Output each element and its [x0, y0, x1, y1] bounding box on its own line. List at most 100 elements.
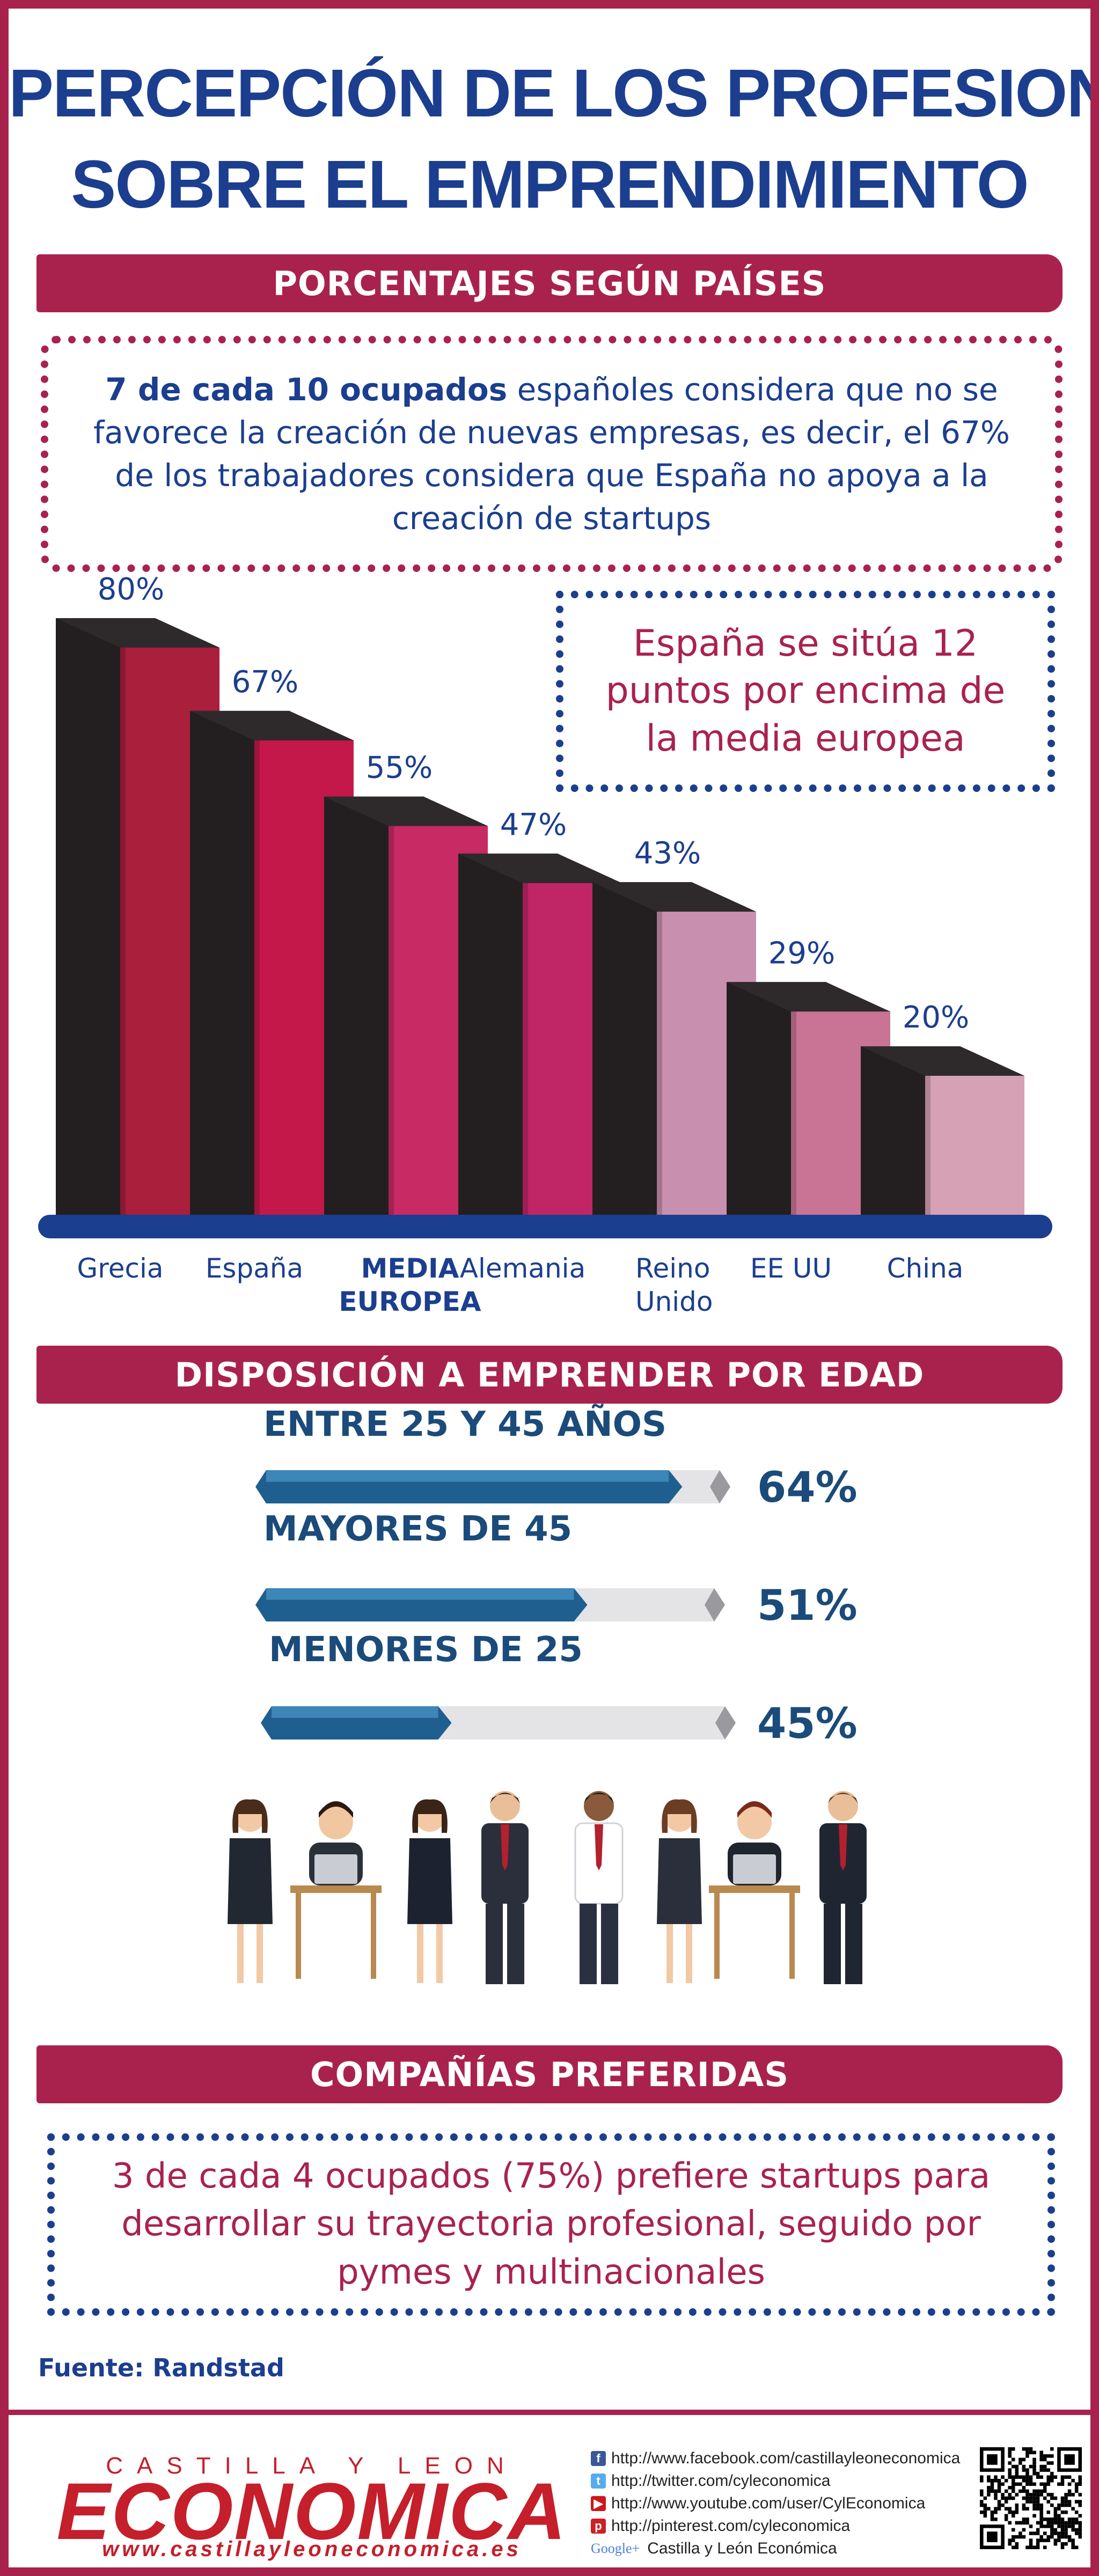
bar-top-0 — [56, 618, 219, 648]
qr-finder-inner-1 — [1064, 2454, 1075, 2465]
qr-module — [1078, 2514, 1082, 2518]
qr-module — [1032, 2531, 1036, 2535]
qr-module — [1036, 2521, 1040, 2525]
social-link-3[interactable]: p http://pinterest.com/cyleconomica — [591, 2515, 966, 2537]
qr-module — [994, 2493, 998, 2497]
qr-module — [1053, 2514, 1058, 2518]
social-link-1[interactable]: t http://twitter.com/cyleconomica — [591, 2470, 966, 2492]
bar-top-6 — [861, 1046, 1024, 1076]
qr-module — [1022, 2468, 1026, 2472]
qr-module — [1019, 2461, 1022, 2465]
qr-module — [1039, 2468, 1043, 2472]
qr-module — [1032, 2500, 1036, 2504]
qr-module — [1036, 2471, 1040, 2476]
qr-module — [1036, 2503, 1040, 2507]
social-link-0[interactable]: f http://www.facebook.com/castillayleonec… — [591, 2447, 966, 2470]
qr-module — [1029, 2482, 1033, 2486]
social-links: f http://www.facebook.com/castillayleonec… — [591, 2447, 966, 2560]
qr-module — [1064, 2542, 1068, 2546]
qr-module — [1022, 2496, 1026, 2500]
qr-module — [1015, 2493, 1019, 2497]
qr-module — [1064, 2475, 1068, 2479]
qr-module — [994, 2518, 998, 2521]
qr-module — [1067, 2500, 1072, 2504]
bar-edge-4 — [657, 912, 662, 1219]
qr-module — [1057, 2538, 1061, 2542]
person-0-leg-left — [237, 1924, 244, 1983]
qr-module — [1008, 2542, 1012, 2546]
qr-module — [1019, 2475, 1022, 2479]
qr-module — [1043, 2486, 1047, 2490]
qr-module — [1046, 2524, 1051, 2528]
qr-module — [980, 2503, 984, 2507]
qr-module — [1046, 2538, 1051, 2542]
person-3-hair — [490, 1793, 520, 1803]
qr-module — [1050, 2528, 1054, 2532]
qr-module — [1032, 2489, 1036, 2493]
qr-module — [1036, 2493, 1040, 2497]
qr-module — [1029, 2524, 1033, 2528]
qr-module — [1064, 2528, 1068, 2532]
qr-module — [1050, 2535, 1054, 2539]
category-label-4-0: Reino — [635, 1253, 710, 1284]
bar-edge-1 — [254, 740, 260, 1219]
qr-module — [1071, 2521, 1075, 2525]
value-label-5: 29% — [768, 936, 835, 971]
qr-module — [990, 2482, 994, 2486]
qr-module — [994, 2489, 998, 2493]
age-banner: DISPOSICIÓN A EMPRENDER POR EDAD — [36, 1346, 1063, 1404]
qr-code[interactable] — [980, 2447, 1082, 2549]
qr-module — [1050, 2524, 1054, 2528]
qr-module — [1071, 2528, 1075, 2532]
qr-module — [1008, 2450, 1012, 2455]
qr-module — [987, 2493, 991, 2497]
social-link-2[interactable]: ▶ http://www.youtube.com/user/CylEconomic… — [591, 2492, 966, 2515]
qr-module — [1046, 2493, 1051, 2497]
qr-module — [1060, 2478, 1065, 2483]
logo-top-text: CASTILLA Y LEON — [106, 2453, 518, 2479]
person-5 — [657, 1799, 702, 1983]
qr-module — [1074, 2521, 1079, 2525]
qr-module — [1022, 2518, 1026, 2521]
qr-module — [997, 2503, 1001, 2507]
qr-module — [990, 2518, 994, 2521]
qr-module — [1015, 2468, 1019, 2472]
qr-module — [1039, 2450, 1043, 2455]
qr-module — [1074, 2482, 1079, 2486]
qr-module — [1008, 2447, 1012, 2451]
social-link-4[interactable]: Google+ Castilla y León Económica — [591, 2537, 966, 2560]
person-6-desk-leg-right — [789, 1893, 795, 1979]
qr-module — [1015, 2510, 1019, 2514]
qr-module — [1001, 2496, 1005, 2500]
qr-module — [980, 2510, 984, 2514]
qr-module — [1036, 2507, 1040, 2511]
qr-module — [1060, 2531, 1065, 2535]
qr-module — [983, 2503, 987, 2507]
age-fill-highlight-1 — [266, 1588, 574, 1600]
person-2-leg-right — [436, 1924, 443, 1983]
qr-module — [1060, 2535, 1065, 2539]
qr-module — [1032, 2464, 1036, 2469]
qr-module — [1050, 2521, 1054, 2525]
qr-module — [980, 2478, 984, 2483]
qr-module — [1025, 2521, 1029, 2525]
qr-module — [1029, 2450, 1033, 2455]
qr-module — [1071, 2518, 1075, 2521]
qr-module — [1022, 2489, 1026, 2493]
qr-module — [994, 2475, 998, 2479]
qr-module — [1025, 2545, 1029, 2549]
value-label-1: 67% — [232, 665, 298, 700]
qr-module — [997, 2482, 1001, 2486]
qr-module — [1011, 2486, 1015, 2490]
qr-module — [1025, 2518, 1029, 2521]
qr-module — [1008, 2496, 1012, 2500]
intro-highlight: 7 de cada 10 ocupados — [105, 371, 508, 408]
publisher-logo[interactable]: CASTILLA Y LEON ECONOMICA www.castillayl… — [46, 2453, 577, 2561]
qr-module — [1025, 2500, 1029, 2504]
qr-module — [1025, 2507, 1029, 2511]
business-people-illustration — [228, 1791, 867, 1984]
qr-module — [1050, 2503, 1054, 2507]
bar-top-5 — [727, 982, 890, 1012]
qr-module — [1029, 2542, 1033, 2546]
qr-module — [1046, 2478, 1051, 2483]
